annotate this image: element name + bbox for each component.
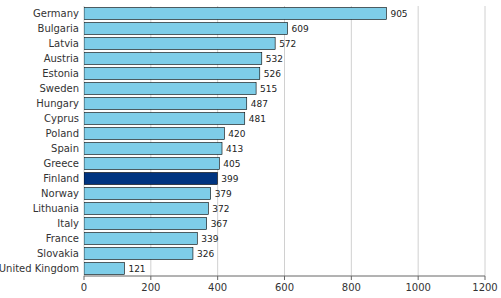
category-label: France xyxy=(46,233,79,244)
bar xyxy=(84,53,262,65)
bar xyxy=(84,203,208,215)
category-label: Spain xyxy=(51,143,79,154)
bar xyxy=(84,128,224,140)
category-label: Hungary xyxy=(36,98,79,109)
tick-label: 200 xyxy=(141,282,160,293)
category-label: Sweden xyxy=(39,83,79,94)
tick-mark xyxy=(284,276,285,280)
category-label: Greece xyxy=(43,158,79,169)
bar xyxy=(84,143,222,155)
tick-label: 0 xyxy=(81,282,87,293)
grid-line xyxy=(418,6,419,276)
data-label: 399 xyxy=(221,174,238,184)
bar xyxy=(84,263,124,275)
category-label: Italy xyxy=(57,218,79,229)
category-label: Bulgaria xyxy=(38,23,79,34)
tick-mark xyxy=(84,276,85,280)
labels: 905 609 572 532 526 515 487 481 420 413 405 399 379 3… xyxy=(128,9,407,274)
tick-label: 800 xyxy=(342,282,361,293)
bar xyxy=(84,83,256,95)
tick-label: 600 xyxy=(275,282,294,293)
bar xyxy=(84,173,217,185)
bar xyxy=(84,113,245,125)
tick-label: 400 xyxy=(208,282,227,293)
grid-line xyxy=(485,6,486,276)
tick-mark xyxy=(217,276,218,280)
axis-line xyxy=(84,276,485,277)
y-axis: Germany Bulgaria Latvia Austria Estonia Swede… xyxy=(0,8,79,274)
bar xyxy=(84,98,247,110)
category-label: Norway xyxy=(41,188,79,199)
category-label: Finland xyxy=(43,173,79,184)
tick-mark xyxy=(351,276,352,280)
grid-line xyxy=(351,6,352,276)
data-label: 379 xyxy=(215,189,232,199)
bar xyxy=(84,188,211,200)
bar xyxy=(84,248,193,260)
bar xyxy=(84,68,260,80)
data-label: 413 xyxy=(226,144,243,154)
bar xyxy=(84,38,275,50)
data-label: 372 xyxy=(212,204,229,214)
tick-mark xyxy=(150,276,151,280)
bar xyxy=(84,158,219,170)
data-label: 405 xyxy=(223,159,240,169)
data-label: 487 xyxy=(251,99,268,109)
data-label: 609 xyxy=(292,24,309,34)
category-label: Germany xyxy=(33,8,79,19)
category-label: Lithuania xyxy=(33,203,79,214)
bar xyxy=(84,233,197,245)
category-label: Cyprus xyxy=(44,113,79,124)
chart: 0 200 400 600 800 1000 1200 905 609 572 532 526 515 4… xyxy=(0,0,501,298)
category-label: United Kingdom xyxy=(0,263,79,274)
bar xyxy=(84,218,207,230)
tick-label: 1200 xyxy=(472,282,497,293)
bar xyxy=(84,8,386,20)
bar xyxy=(84,23,288,35)
bars xyxy=(84,8,386,275)
data-label: 572 xyxy=(279,39,296,49)
category-label: Slovakia xyxy=(37,248,79,259)
tick-mark xyxy=(485,276,486,280)
category-label: Poland xyxy=(46,128,79,139)
data-label: 339 xyxy=(201,234,218,244)
data-label: 367 xyxy=(211,219,228,229)
category-label: Latvia xyxy=(49,38,79,49)
data-label: 532 xyxy=(266,54,283,64)
tick-mark xyxy=(418,276,419,280)
category-label: Estonia xyxy=(42,68,79,79)
data-label: 515 xyxy=(260,84,277,94)
data-label: 481 xyxy=(249,114,266,124)
data-label: 905 xyxy=(390,9,407,19)
data-label: 420 xyxy=(228,129,245,139)
x-axis: 0 200 400 600 800 1000 1200 xyxy=(81,276,498,293)
data-label: 526 xyxy=(264,69,281,79)
data-label: 121 xyxy=(128,264,145,274)
grid xyxy=(84,6,485,276)
data-label: 326 xyxy=(197,249,214,259)
tick-label: 1000 xyxy=(405,282,430,293)
category-label: Austria xyxy=(44,53,79,64)
